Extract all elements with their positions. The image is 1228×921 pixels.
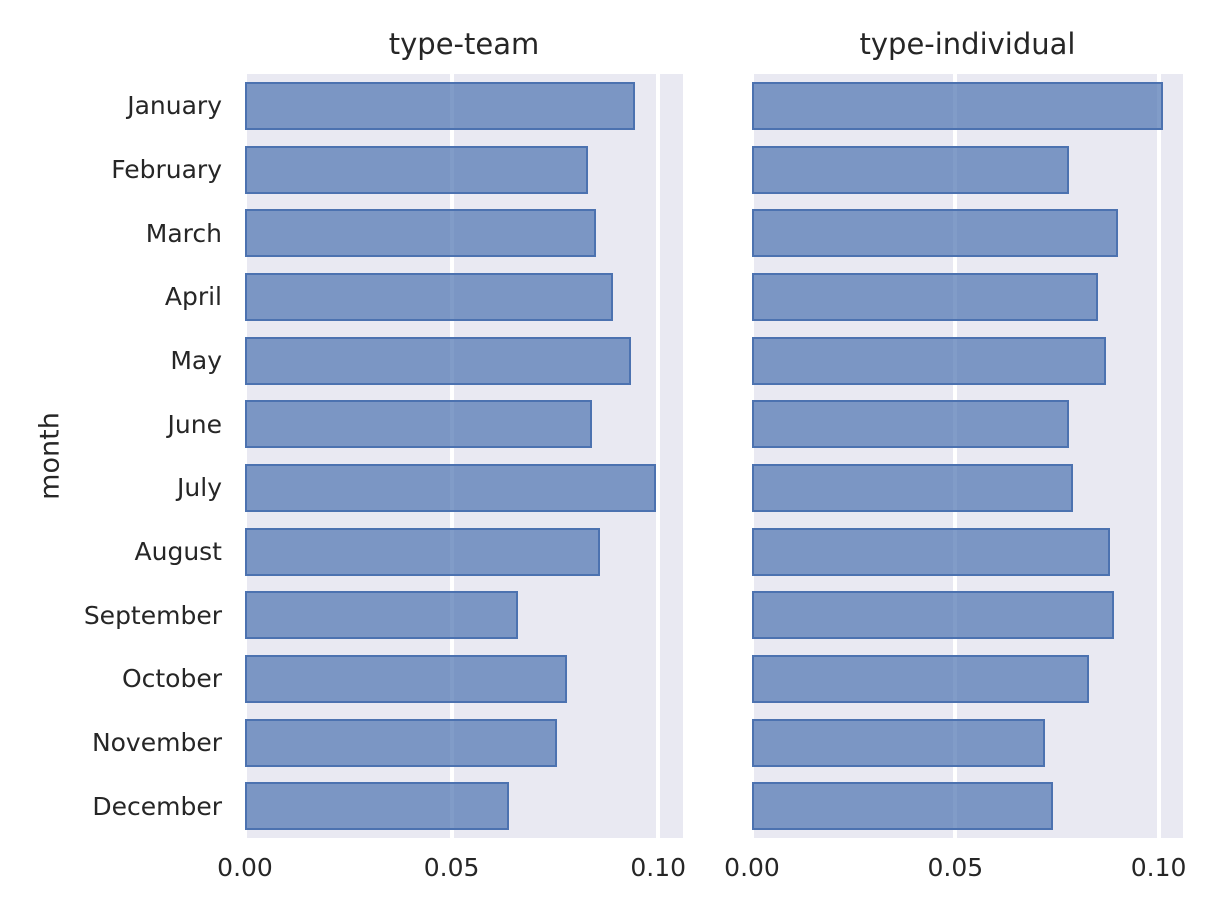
- bar-december-team: [245, 782, 510, 831]
- bar-april-individual: [752, 272, 1098, 321]
- bar-february-team: [245, 145, 588, 194]
- x-tick-label: 0.10: [630, 853, 687, 882]
- y-tick-label-september: September: [83, 600, 222, 630]
- bar-october-individual: [752, 654, 1090, 703]
- y-tick-label-november: November: [91, 728, 222, 758]
- facet-title-individual: type-individual: [859, 27, 1076, 61]
- panel-type-team: [245, 74, 683, 838]
- bar-february-individual: [752, 145, 1070, 194]
- x-tick-labels-individual: 0.00 0.05 0.10: [724, 852, 1186, 884]
- x-tick-labels-team: 0.00 0.05 0.10: [217, 852, 687, 884]
- facet-title-team: type-team: [388, 27, 540, 61]
- bar-august-individual: [752, 527, 1110, 576]
- y-tick-label-february: February: [111, 155, 222, 184]
- bar-november-individual: [752, 718, 1045, 767]
- bar-may-team: [245, 336, 632, 385]
- bar-march-individual: [752, 209, 1118, 258]
- bar-march-team: [245, 209, 597, 258]
- bar-june-team: [245, 400, 593, 449]
- x-tick-label: 0.00: [724, 853, 780, 882]
- x-tick-label: 0.05: [423, 853, 480, 882]
- bar-july-individual: [752, 463, 1074, 512]
- bar-december-individual: [752, 782, 1053, 831]
- y-tick-label-april: April: [164, 282, 222, 312]
- y-tick-label-october: October: [121, 664, 222, 694]
- x-tick-label: 0.10: [1130, 853, 1187, 882]
- y-tick-label-january: January: [127, 91, 222, 121]
- y-tick-label-december: December: [92, 791, 222, 821]
- y-tick-label-august: August: [134, 537, 223, 567]
- x-gridline: [1156, 74, 1161, 838]
- bar-april-team: [245, 272, 613, 321]
- y-tick-label-july: July: [177, 473, 222, 503]
- bar-september-team: [245, 591, 518, 640]
- x-gridline: [245, 74, 247, 838]
- bar-august-team: [245, 527, 601, 576]
- bar-october-team: [245, 654, 568, 703]
- bar-july-team: [245, 463, 657, 512]
- bar-november-team: [245, 718, 557, 767]
- y-tick-label-may: May: [170, 346, 222, 376]
- x-gridline: [656, 74, 661, 838]
- bar-june-individual: [752, 400, 1070, 449]
- x-tick-label: 0.00: [217, 853, 273, 882]
- bar-january-individual: [752, 81, 1163, 130]
- bar-may-individual: [752, 336, 1106, 385]
- panel-type-individual: [752, 74, 1183, 838]
- x-tick-label: 0.05: [927, 853, 984, 882]
- y-tick-label-march: March: [145, 218, 222, 248]
- x-gridline: [953, 74, 958, 838]
- bar-september-individual: [752, 591, 1114, 640]
- y-tick-labels: January February March April May June July Augu…: [0, 74, 222, 838]
- bar-january-team: [245, 81, 636, 130]
- x-gridline: [449, 74, 454, 838]
- y-tick-label-june: June: [167, 409, 222, 439]
- x-gridline: [752, 74, 754, 838]
